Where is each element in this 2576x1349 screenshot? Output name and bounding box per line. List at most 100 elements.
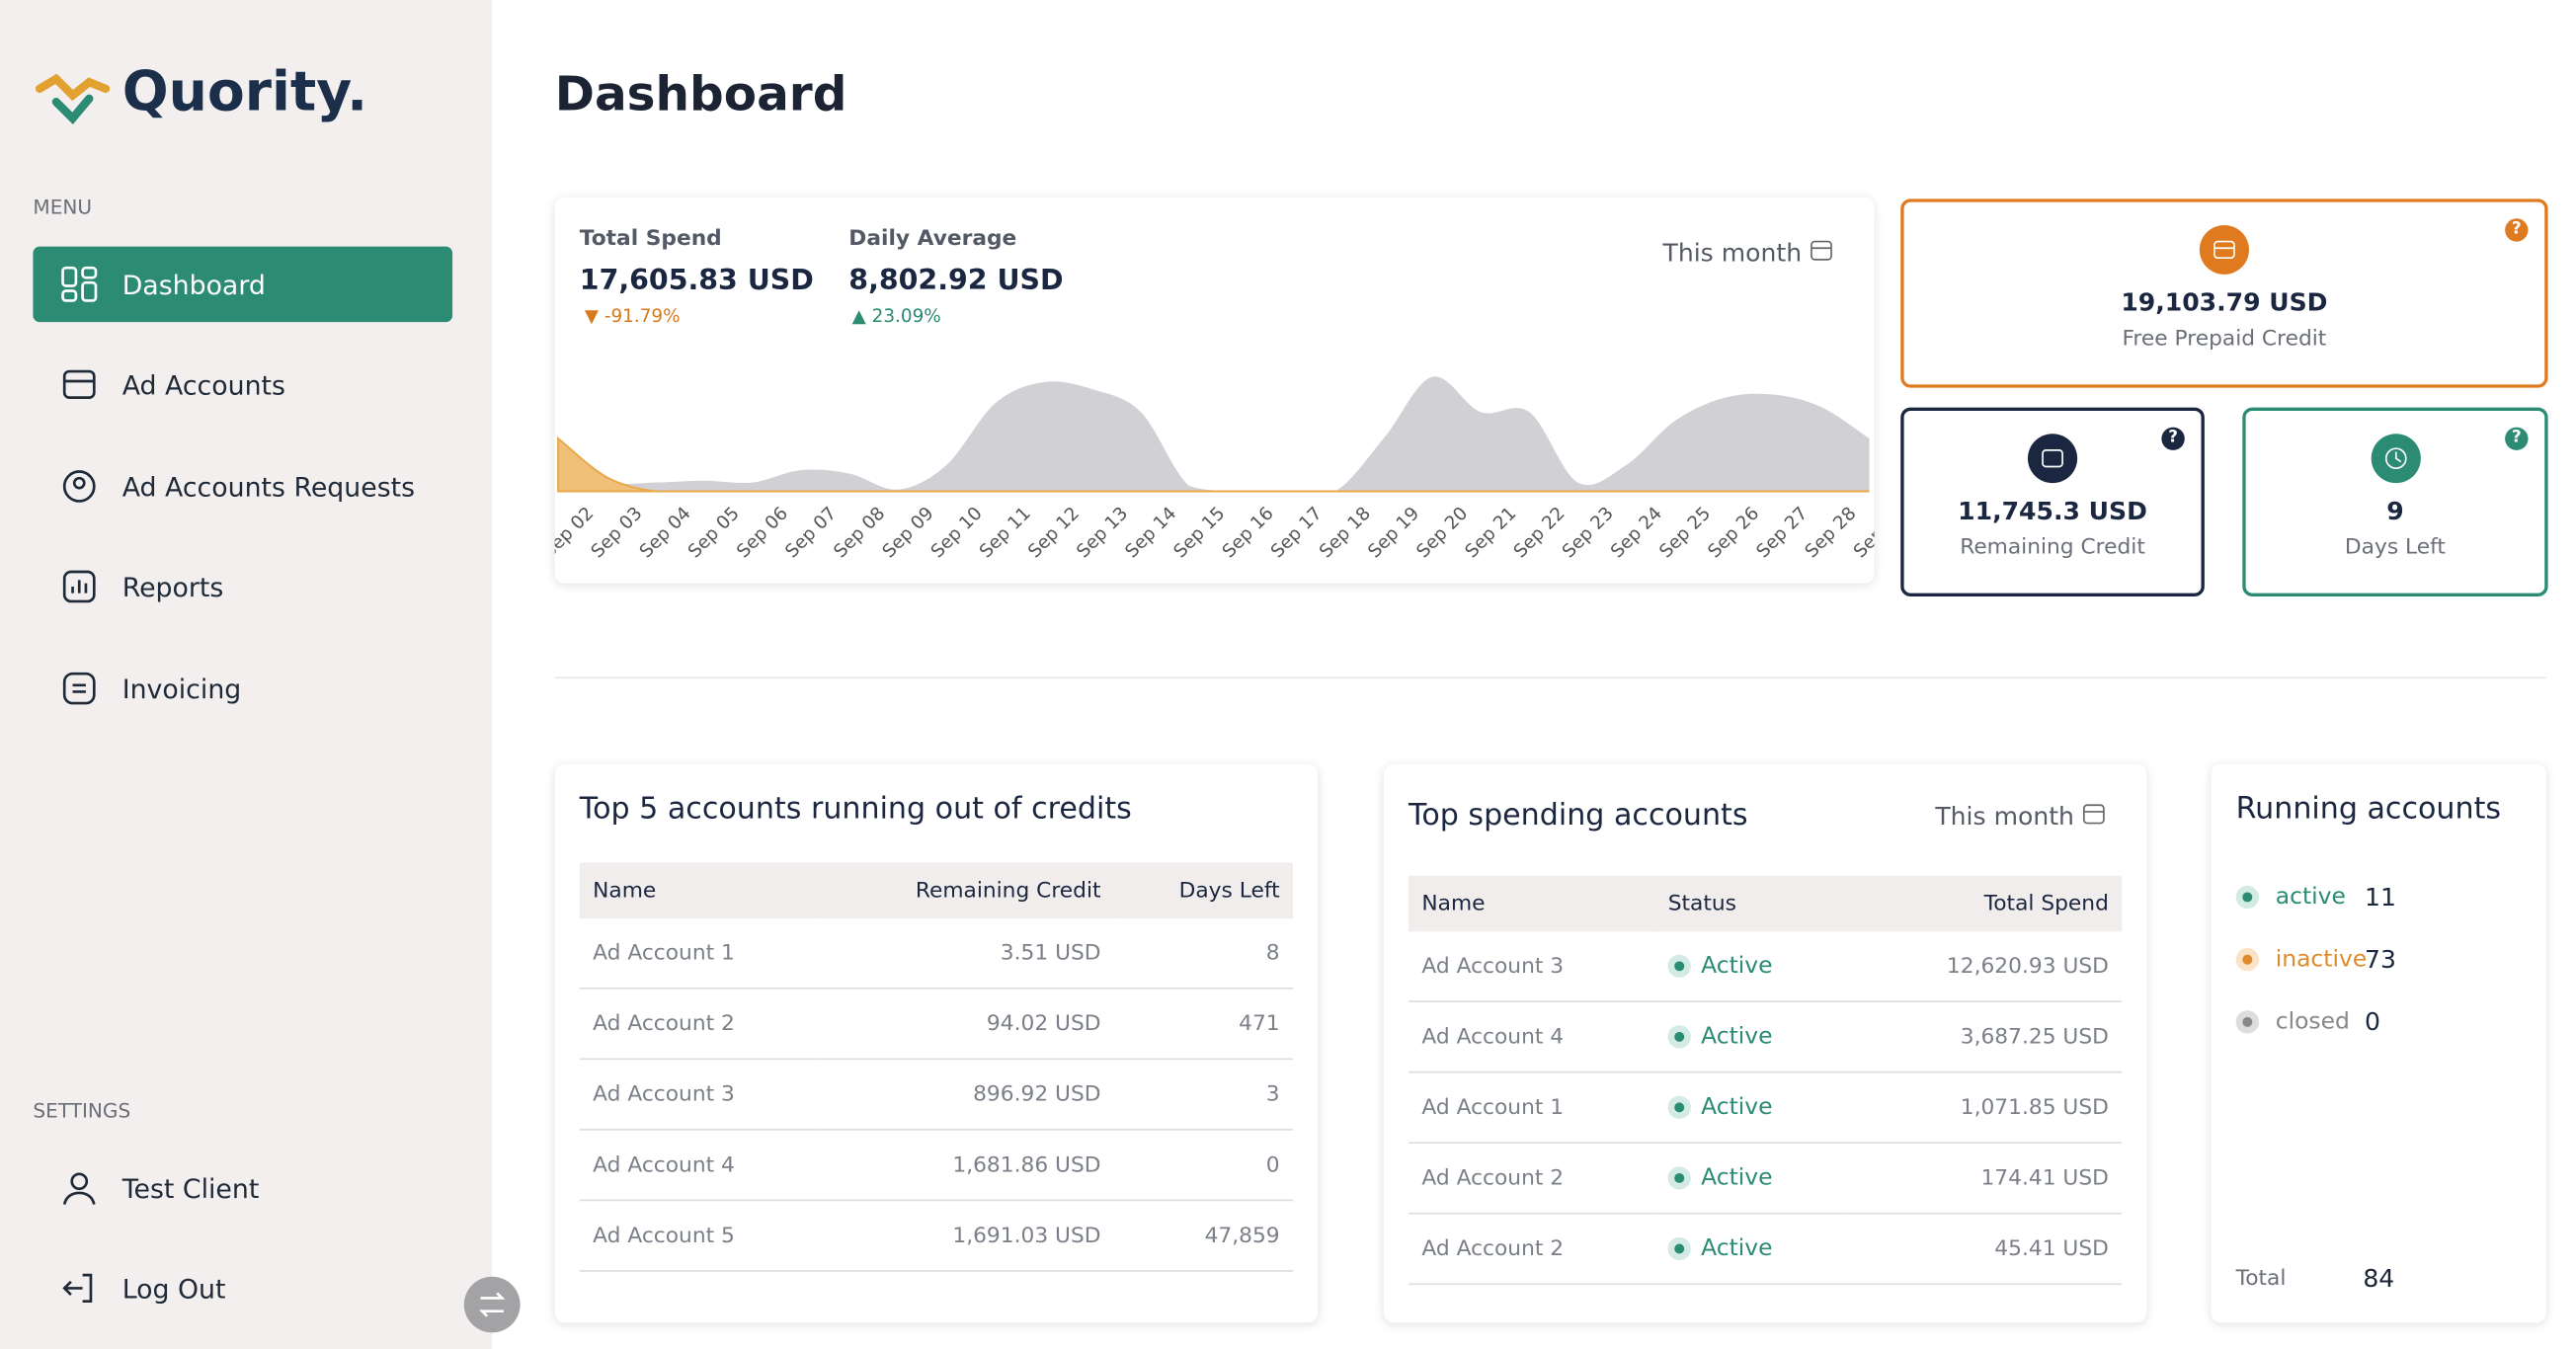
x-tick-label: Sep 02 xyxy=(555,503,599,562)
table-row: Ad Account 5 1,691.03 USD 47,859 xyxy=(579,1200,1294,1272)
period-text: This month xyxy=(1662,238,1803,269)
collapse-button[interactable] xyxy=(462,1275,522,1334)
card-value: 19,103.79 USD xyxy=(2121,287,2328,318)
menu-item[interactable]: Reports xyxy=(33,549,452,625)
help-icon[interactable]: ? xyxy=(2161,427,2185,450)
calendar-icon xyxy=(2082,804,2105,825)
kpi-label: Total Spend xyxy=(579,226,722,252)
running-card: Running accounts active 11 inactive 73 close… xyxy=(2211,763,2546,1323)
icon xyxy=(62,1273,93,1304)
page-title: Dashboard xyxy=(554,65,847,122)
table-row: Ad Account 2 94.02 USD 471 xyxy=(579,988,1294,1061)
table-cell: Active xyxy=(1654,931,1847,1002)
x-tick-label: Sep 20 xyxy=(1412,503,1472,562)
kpi-change-text: -91.79% xyxy=(604,305,681,328)
help-icon[interactable]: ? xyxy=(2505,427,2529,450)
status-count: 73 xyxy=(2365,944,2396,975)
card-label: Free Prepaid Credit xyxy=(2122,327,2327,353)
table-cell: Ad Account 2 xyxy=(1409,1143,1655,1215)
table-cell: Ad Account 1 xyxy=(1409,1071,1655,1145)
status-text: Active xyxy=(1701,1164,1773,1192)
column-header: Total Spend xyxy=(1846,875,2123,932)
status-dot xyxy=(1667,954,1692,978)
logo: Quority. xyxy=(121,58,368,123)
x-tick-label: Sep 04 xyxy=(636,503,695,562)
status-text: Active xyxy=(1701,953,1773,980)
divider xyxy=(554,676,2546,679)
menu-item[interactable]: Dashboard xyxy=(33,246,453,323)
card-title: Top spending accounts xyxy=(1409,798,1748,833)
settings-item[interactable]: Log Out xyxy=(33,1250,452,1326)
table-row: Ad Account 1 Active 1,071.85 USD xyxy=(1409,1071,2123,1145)
table-cell: Ad Account 2 xyxy=(579,988,817,1061)
table-cell: Ad Account 4 xyxy=(579,1129,817,1202)
menu-label: MENU xyxy=(33,195,93,219)
status-dot xyxy=(1667,1025,1692,1049)
menu-item[interactable]: Ad Accounts Requests xyxy=(33,448,452,524)
settings-item[interactable]: Test Client xyxy=(33,1151,452,1227)
table-row: Ad Account 2 Active 45.41 USD xyxy=(1409,1213,2123,1286)
period-picker[interactable]: This month xyxy=(1935,802,2105,832)
card-title: Running accounts xyxy=(2235,791,2502,827)
status-row: closed 0 xyxy=(2235,991,2396,1053)
x-tick-label: Sep 17 xyxy=(1267,503,1327,562)
menu-item[interactable]: Invoicing xyxy=(33,651,452,727)
table-row: Ad Account 2 Active 174.41 USD xyxy=(1409,1143,2123,1215)
card-value: 11,745.3 USD xyxy=(1958,496,2147,526)
column-header: Status xyxy=(1654,875,1847,932)
icon xyxy=(62,570,96,603)
x-tick-label: Sep 08 xyxy=(830,503,889,562)
period-text: This month xyxy=(1935,801,2074,832)
status-dot xyxy=(1667,1095,1692,1120)
table-cell: Ad Account 4 xyxy=(1409,1001,1655,1073)
column-header: Remaining Credit xyxy=(816,862,1114,919)
table: Name Remaining Credit Days Left Ad Account … xyxy=(579,862,1294,1272)
card-icon xyxy=(2370,434,2421,484)
spend-card: Total Spend 17,605.83 USD ▼ -91.79% Dail… xyxy=(554,197,1875,584)
table-cell: Ad Account 5 xyxy=(579,1200,817,1272)
table-row: Ad Account 4 1,681.86 USD 0 xyxy=(579,1129,1294,1202)
table-cell: 1,071.85 USD xyxy=(1846,1071,2123,1145)
x-tick-label: Sep 24 xyxy=(1607,503,1666,562)
menu-item[interactable]: Ad Accounts xyxy=(33,347,452,423)
menu-text: Ad Accounts xyxy=(121,368,285,401)
status-dot xyxy=(1667,1236,1692,1261)
table-cell: 8 xyxy=(1113,918,1294,990)
card-label: Days Left xyxy=(2344,535,2446,561)
menu-text: Reports xyxy=(121,571,224,602)
period-picker[interactable]: This month xyxy=(1663,238,1833,268)
column-header: Name xyxy=(579,862,817,919)
status-row: active 11 xyxy=(2235,866,2396,928)
icon xyxy=(62,470,96,503)
x-tick-label: Sep 23 xyxy=(1559,503,1618,562)
x-tick-label: Sep 06 xyxy=(733,503,792,562)
x-tick-label: Sep 03 xyxy=(588,503,647,562)
credit-card: ? 19,103.79 USD Free Prepaid Credit xyxy=(1900,198,2548,388)
table-cell: 47,859 xyxy=(1113,1200,1294,1272)
table: Name Status Total Spend Ad Account 3 Active 1… xyxy=(1409,875,2123,1286)
status-dot xyxy=(1667,1166,1692,1190)
settings-label: SETTINGS xyxy=(33,1099,131,1123)
kpi-change-text: 23.09% xyxy=(871,305,941,328)
table-cell: 3 xyxy=(1113,1059,1294,1131)
x-tick-label: Sep 25 xyxy=(1655,503,1715,562)
table-row: Ad Account 1 3.51 USD 8 xyxy=(579,918,1294,990)
table-cell: Ad Account 3 xyxy=(579,1059,817,1131)
x-tick-label: Sep 16 xyxy=(1219,503,1278,562)
help-icon[interactable]: ? xyxy=(2505,218,2529,242)
table-cell: Active xyxy=(1654,1143,1847,1215)
settings-text: Test Client xyxy=(121,1172,260,1204)
icon xyxy=(2384,447,2406,470)
status-list: active 11 inactive 73 closed 0 xyxy=(2235,866,2396,1054)
x-tick-label: Sep 07 xyxy=(781,503,841,562)
calendar-icon xyxy=(1810,240,1832,261)
x-tick-label: Sep 21 xyxy=(1461,503,1520,562)
x-tick-label: Sep 05 xyxy=(684,503,744,562)
logo-icon xyxy=(35,73,111,124)
column-header: Name xyxy=(1409,875,1655,932)
table-cell: 0 xyxy=(1113,1129,1294,1202)
table-cell: 94.02 USD xyxy=(816,988,1114,1061)
